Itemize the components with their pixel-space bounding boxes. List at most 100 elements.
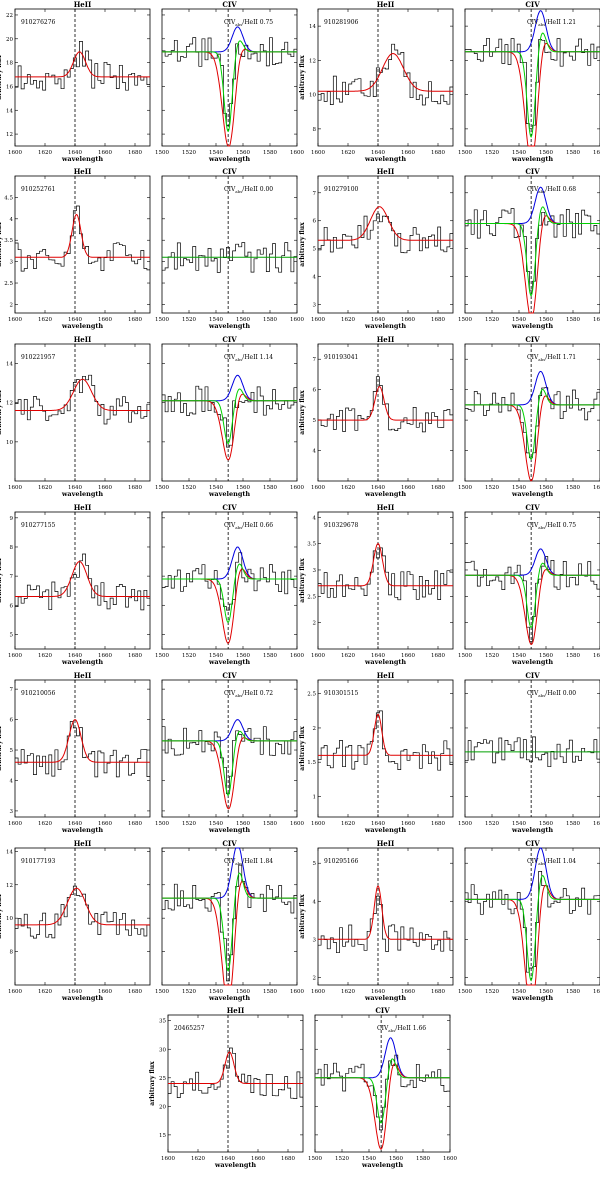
object-id: 910252761 <box>21 186 55 193</box>
civ-panel-12: 1500 1520 1540 1560 1580 1600 wavelength CIV CIV… <box>308 1006 457 1169</box>
plot-frame <box>14 343 151 482</box>
x-tick-label: 1600 <box>8 821 22 827</box>
civ-total-fit <box>465 395 600 482</box>
spectrum-data <box>465 871 600 973</box>
spectrum-data <box>162 552 297 611</box>
x-tick-label: 1600 <box>8 989 22 995</box>
x-tick-label: 1500 <box>155 989 169 995</box>
plot-frame <box>464 511 600 650</box>
x-tick-label: 1500 <box>308 1156 322 1162</box>
x-axis-label: wavelength <box>364 826 407 834</box>
x-tick-label: 1660 <box>98 653 112 659</box>
y-tick-label: 6 <box>313 388 317 394</box>
spectrum-data <box>318 895 453 954</box>
x-tick-label: 1540 <box>209 485 223 491</box>
y-tick-label: 8 <box>10 545 14 551</box>
y-tick-label: 5 <box>313 418 317 424</box>
x-axis-label: wavelength <box>511 490 554 498</box>
y-tick-label: 10 <box>6 440 13 446</box>
absorption-ratio: CIVabs/HeII 1.84 <box>224 858 273 866</box>
heii-panel-8: 1600 1620 1640 1660 1680 wavelength 3 4 5 6 7 HeII 9… <box>0 671 151 834</box>
x-tick-label: 1560 <box>236 485 250 491</box>
y-axis-label: arbitrary flux <box>0 558 3 603</box>
civ-absorption-fit <box>465 562 600 629</box>
x-tick-label: 1680 <box>431 485 445 491</box>
spectrum-data <box>465 208 600 291</box>
x-axis-label: wavelength <box>511 322 554 330</box>
plot-frame <box>317 679 454 818</box>
x-tick-label: 1680 <box>431 653 445 659</box>
spectrum-data <box>465 736 600 768</box>
x-tick-label: 1580 <box>566 821 580 827</box>
absorption-ratio: CIVabs/HeII 0.68 <box>527 186 576 194</box>
spectrum-data <box>318 43 453 106</box>
civ-emission-fit <box>465 370 600 406</box>
object-id: 20465257 <box>174 1025 205 1032</box>
x-tick-label: 1500 <box>458 485 472 491</box>
panel-title: CIV <box>525 0 540 9</box>
spectrum-data <box>318 213 453 254</box>
y-tick-label: 14 <box>6 108 13 114</box>
x-tick-label: 1660 <box>401 653 415 659</box>
y-tick-label: 14 <box>6 849 13 855</box>
x-tick-label: 1600 <box>311 317 325 323</box>
x-tick-label: 1660 <box>401 821 415 827</box>
y-tick-label: 2.5 <box>307 594 316 600</box>
plot-frame <box>14 175 151 314</box>
y-tick-label: 8 <box>313 127 317 133</box>
y-axis-label: arbitrary flux <box>299 726 306 771</box>
civ-panel-0: 1500 1520 1540 1560 1580 1600 wavelength CIV CIV… <box>155 0 304 163</box>
y-tick-label: 7 <box>10 574 14 580</box>
x-axis-label: wavelength <box>361 1161 404 1169</box>
y-axis-label: arbitrary flux <box>299 222 306 267</box>
x-tick-label: 1680 <box>128 150 142 156</box>
plot-frame <box>161 175 298 314</box>
panel-title: CIV <box>222 0 237 9</box>
x-tick-label: 1600 <box>290 653 304 659</box>
x-tick-label: 1620 <box>191 1156 205 1162</box>
spectrum-data <box>168 1047 303 1099</box>
x-tick-label: 1620 <box>38 317 52 323</box>
civ-panel-7: 1500 1520 1540 1560 1580 1600 wavelength CIV CIV… <box>458 503 600 666</box>
x-tick-label: 1640 <box>68 485 82 491</box>
x-tick-label: 1600 <box>8 653 22 659</box>
x-tick-label: 1600 <box>290 989 304 995</box>
x-tick-label: 1660 <box>98 150 112 156</box>
y-tick-label: 6 <box>10 603 14 609</box>
plot-frame <box>464 847 600 986</box>
heii-gaussian-fit <box>318 386 453 421</box>
civ-absorption-fit <box>465 32 600 138</box>
heii-panel-2: 1600 1620 1640 1660 1680 wavelength 2 2.5 3 3.5 4 4… <box>0 167 151 330</box>
y-tick-label: 2 <box>313 975 317 981</box>
y-tick-label: 18 <box>6 61 13 67</box>
x-tick-label: 1500 <box>155 653 169 659</box>
x-tick-label: 1600 <box>311 485 325 491</box>
x-tick-label: 1560 <box>236 317 250 323</box>
heii-gaussian-fit <box>15 561 150 597</box>
x-tick-label: 1580 <box>566 653 580 659</box>
panel-title: HeII <box>377 503 395 512</box>
y-axis-label: arbitrary flux <box>299 558 306 603</box>
y-tick-label: 7 <box>313 357 317 363</box>
heii-panel-12: 1600 1620 1640 1660 1680 wavelength 15 20 25 30 35… <box>149 1006 304 1169</box>
plot-frame <box>317 343 454 482</box>
civ-absorption-fit <box>465 388 600 460</box>
x-tick-label: 1500 <box>155 317 169 323</box>
panel-title: CIV <box>525 167 540 176</box>
civ-panel-8: 1500 1520 1540 1560 1580 1600 wavelength CIV CIV… <box>155 671 304 834</box>
y-tick-label: 12 <box>6 883 13 889</box>
x-tick-label: 1680 <box>281 1156 295 1162</box>
heii-gaussian-fit <box>318 885 453 940</box>
y-tick-label: 5 <box>313 247 317 253</box>
civ-emission-fit <box>162 719 297 742</box>
heii-panel-10: 1600 1620 1640 1660 1680 wavelength 8 10 12 14 HeI… <box>0 839 151 1002</box>
spectrum-data <box>15 721 150 778</box>
y-tick-label: 10 <box>309 93 316 99</box>
panel-title: HeII <box>74 671 92 680</box>
object-id: 910210056 <box>21 690 56 697</box>
x-axis-label: wavelength <box>511 658 554 666</box>
y-axis-label: arbitrary flux <box>0 390 3 435</box>
x-tick-label: 1560 <box>236 653 250 659</box>
heii-gaussian-fit <box>15 887 150 926</box>
x-tick-label: 1640 <box>68 653 82 659</box>
